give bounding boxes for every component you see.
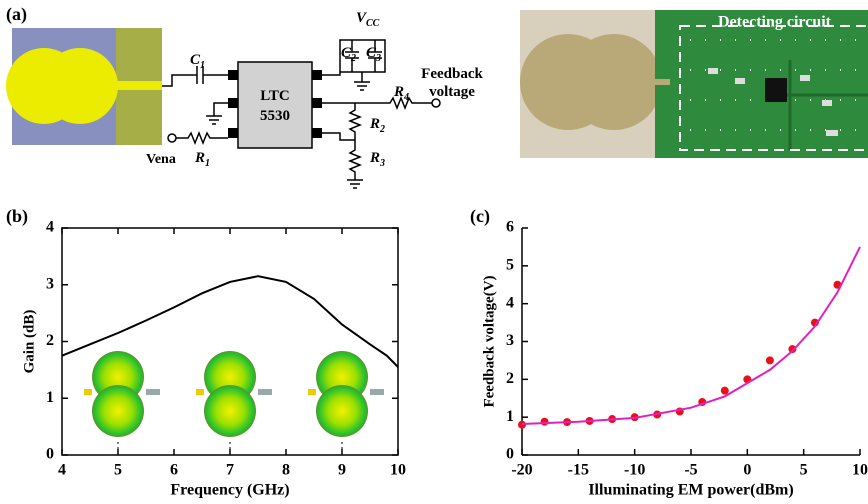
x-tick-label: 4 [58, 462, 66, 479]
label-base: R [369, 150, 380, 166]
y-tick-label: 4 [506, 294, 514, 311]
x-tick-label: 7 [226, 462, 234, 479]
photo: Detecting circuit [520, 10, 868, 158]
x-tick-label: -5 [684, 462, 697, 479]
label-sub: 3 [379, 158, 385, 169]
y-tick-label: 2 [506, 370, 514, 387]
y-tick-label: 1 [46, 389, 54, 406]
y-tick-label: 2 [46, 332, 54, 349]
y-axis-label: Feedback voltage(V) [481, 275, 497, 407]
vena-label: Vena [146, 152, 176, 167]
x-tick-label: 9 [338, 462, 346, 479]
data-point [721, 387, 729, 395]
x-tick-label: 5 [114, 462, 122, 479]
x-tick-label: -20 [511, 462, 532, 479]
component-label: C2 [341, 45, 356, 64]
y-tick-label: 5 [506, 257, 514, 274]
y-tick-label: 1 [506, 408, 514, 425]
x-tick-label: 6 [170, 462, 178, 479]
x-axis-label: Frequency (GHz) [170, 482, 289, 499]
chip-label: 5530 [260, 108, 290, 124]
label-sub: 3 [375, 53, 381, 64]
y-axis-label: Gain (dB) [21, 310, 37, 374]
label-sub: CC [366, 18, 380, 29]
component-label: R3 [369, 150, 385, 169]
data-line [522, 247, 860, 424]
circuit: LTC 5530 C1 R1 VCC C2 C3 R4 R2 R3 Vena F… [146, 10, 483, 188]
panel-label: (a) [6, 4, 27, 25]
label-sub: 1 [200, 60, 205, 71]
x-tick-label: 10 [852, 462, 868, 479]
component-label: R2 [369, 116, 385, 135]
label-sub: 4 [403, 92, 409, 103]
y-tick-label: 6 [506, 219, 514, 236]
label-sub: 1 [205, 158, 210, 169]
component-label: R1 [194, 150, 210, 169]
x-tick-label: -10 [624, 462, 645, 479]
output-label: voltage [429, 84, 475, 100]
x-tick-label: 5 [800, 462, 808, 479]
label-base: R [393, 84, 404, 100]
component-label: R4 [393, 84, 409, 103]
y-tick-label: 3 [506, 332, 514, 349]
panel-label: (c) [470, 206, 490, 227]
panel-label: (b) [6, 206, 28, 227]
x-axis-label: Illuminating EM power(dBm) [588, 482, 793, 499]
x-tick-label: 0 [743, 462, 751, 479]
component-label: C3 [366, 45, 381, 64]
photo-label: Detecting circuit [718, 14, 832, 31]
label-sub: 2 [379, 124, 385, 135]
label-base: R [369, 116, 380, 132]
y-tick-label: 3 [46, 275, 54, 292]
data-point [766, 356, 774, 364]
data-point [541, 418, 549, 426]
figure: (a) LTC 5530 C1 R1 VCC C2 C3 R4 R2 R3 Ve… [0, 0, 868, 504]
y-tick-label: 0 [46, 446, 54, 463]
label-sub: 2 [350, 53, 356, 64]
y-tick-label: 0 [506, 446, 514, 463]
x-tick-label: -15 [568, 462, 589, 479]
x-tick-label: 10 [390, 462, 406, 479]
x-tick-label: 8 [282, 462, 290, 479]
component-label: VCC [356, 10, 380, 29]
field-insets [84, 351, 384, 453]
y-tick-label: 4 [46, 219, 54, 236]
label-base: R [194, 150, 205, 166]
antenna-image [6, 28, 162, 145]
chip-label: LTC [260, 88, 289, 104]
output-label: Feedback [421, 66, 483, 82]
